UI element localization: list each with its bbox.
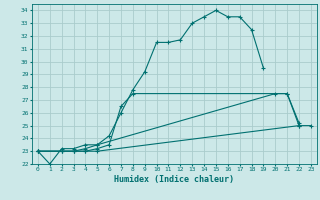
X-axis label: Humidex (Indice chaleur): Humidex (Indice chaleur) [115,175,234,184]
